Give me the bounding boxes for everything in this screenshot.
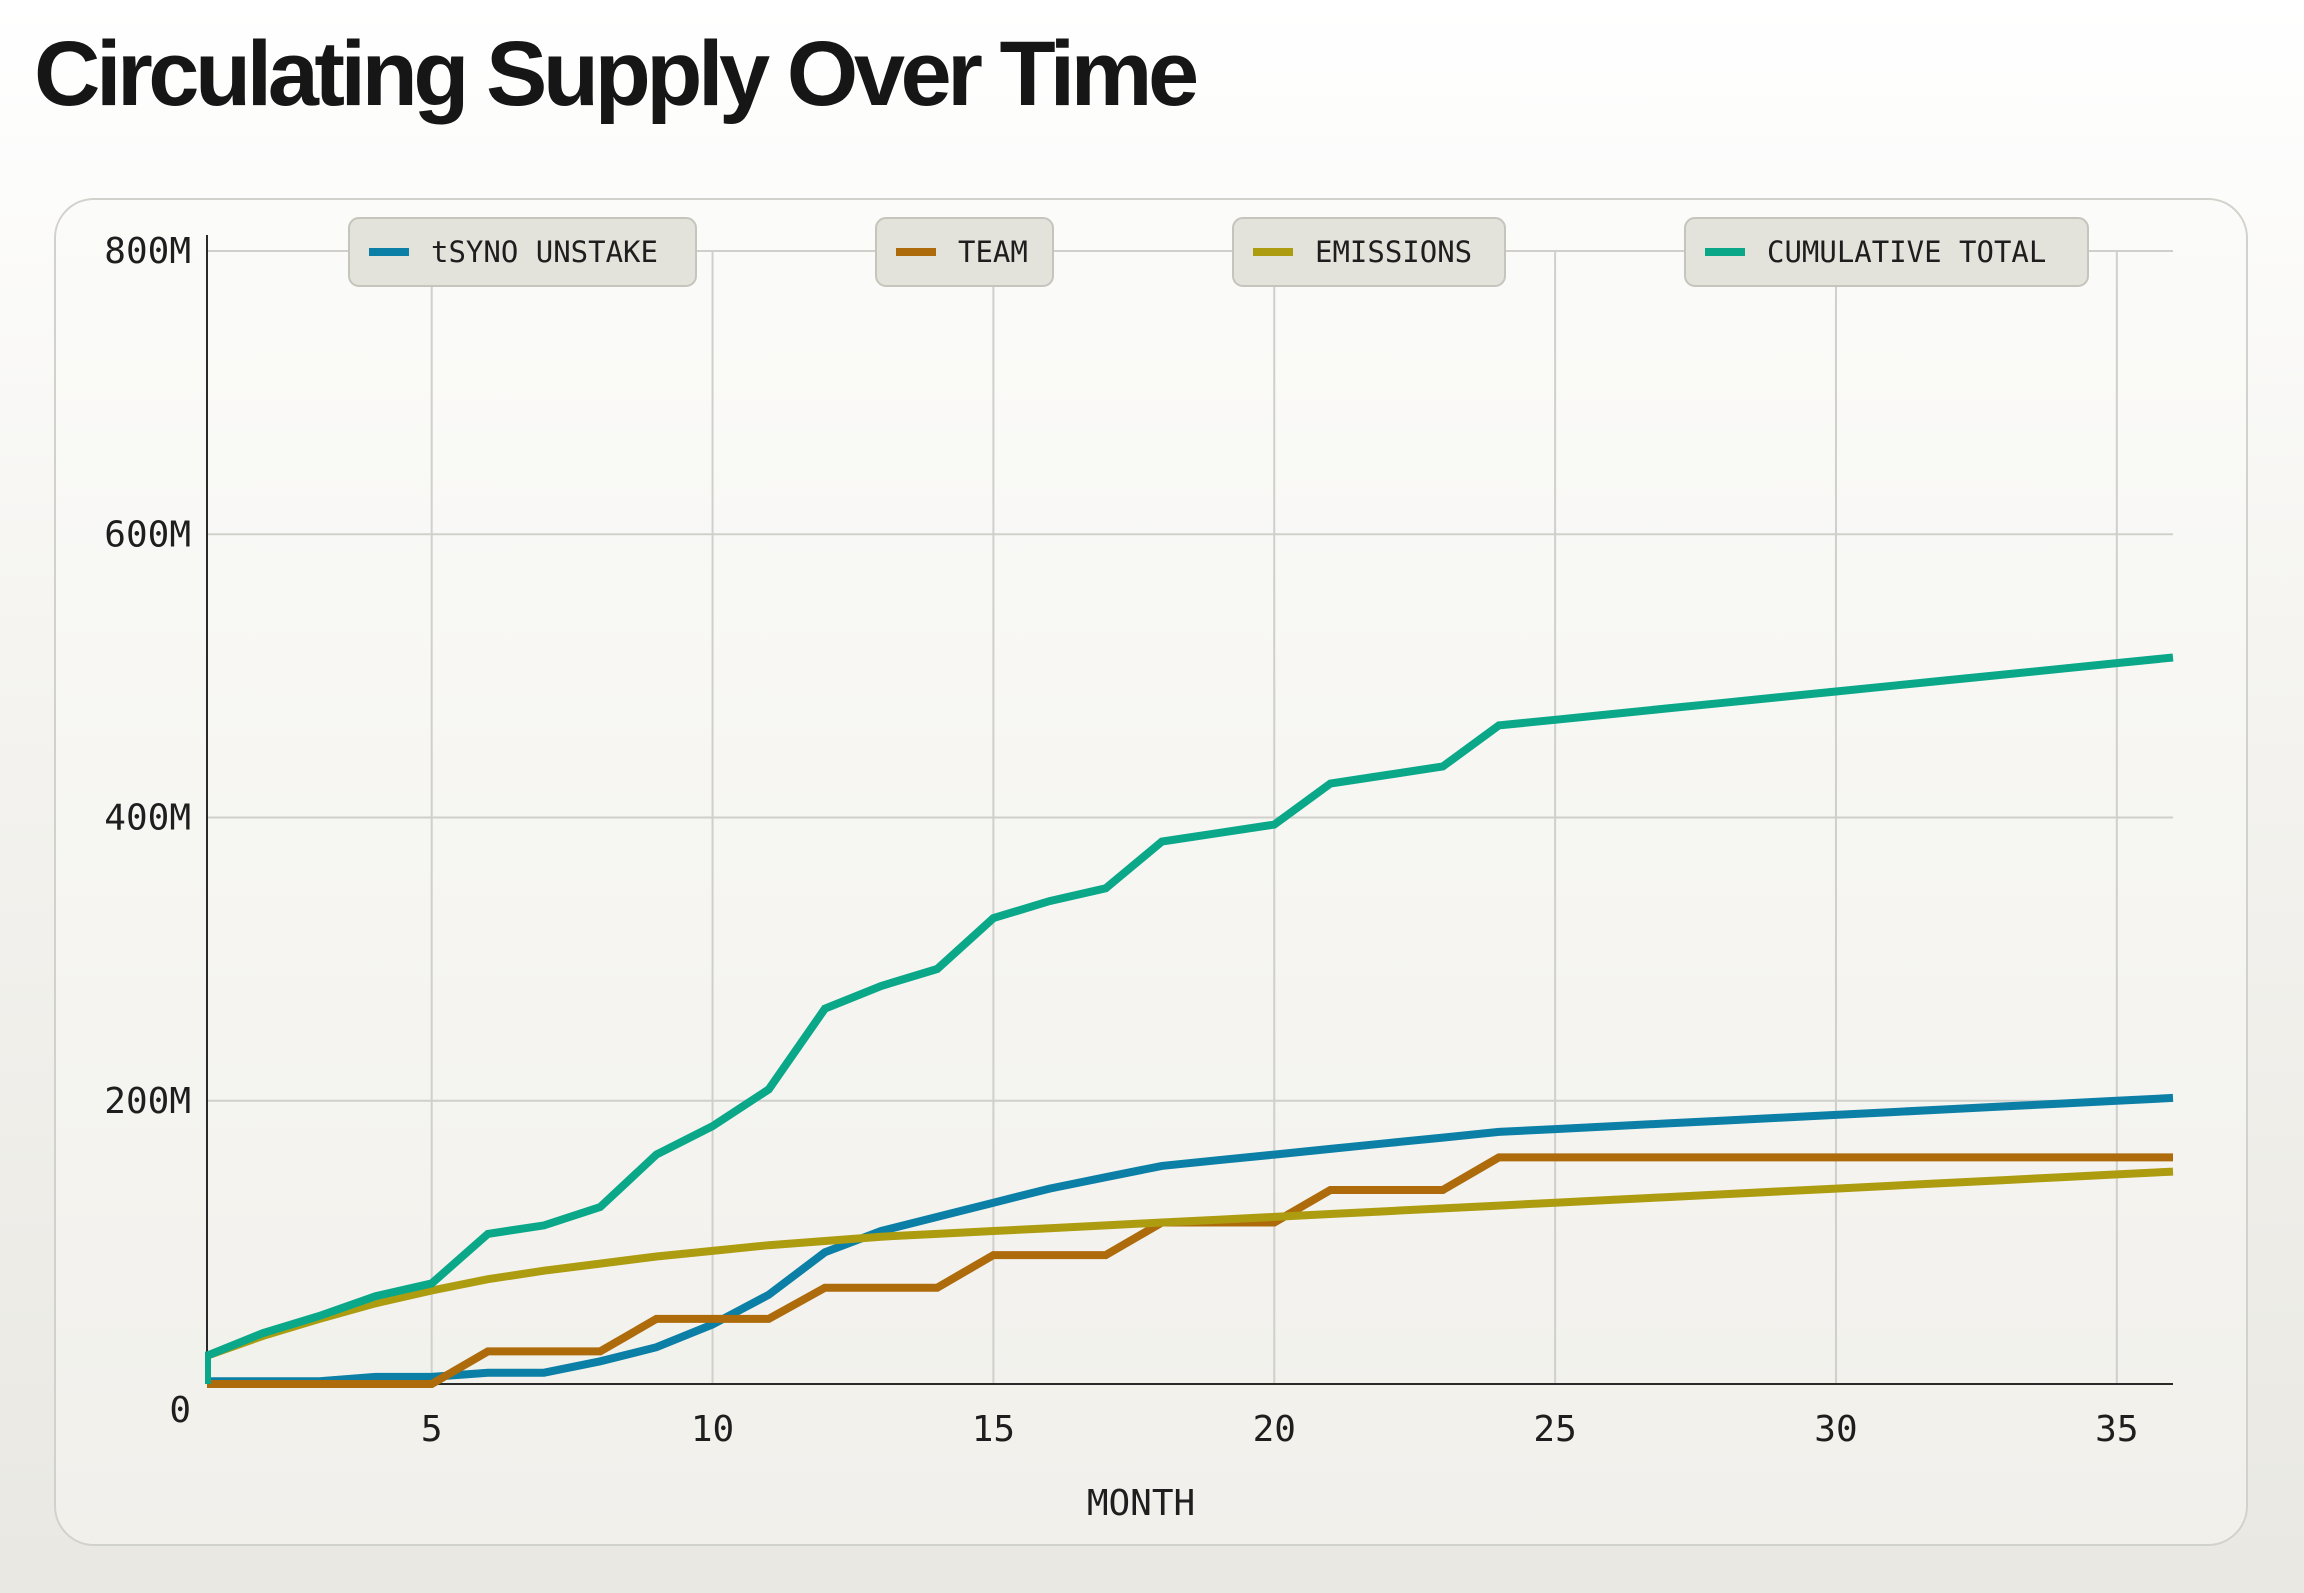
y-tick-label: 200M: [104, 1081, 191, 1122]
legend-item[interactable]: tSYNO UNSTAKE: [348, 217, 697, 287]
series-line-emissions: [205, 1167, 2174, 1360]
series-line-team: [207, 1153, 2173, 1388]
legend: tSYNO UNSTAKE TEAM EMISSIONS CUMULATIVE TOT…: [348, 217, 2089, 287]
y-tick-label: 800M: [104, 231, 191, 272]
tick-labels: 0 200M 400M 600M 800M 5 10 15 20 25 30 35: [104, 231, 2138, 1450]
legend-label: TEAM: [958, 235, 1028, 269]
legend-box: [348, 217, 697, 287]
grid: [207, 250, 2173, 1384]
y-tick-label: 0: [169, 1390, 191, 1431]
y-tick-label: 400M: [104, 798, 191, 839]
series-line-cumulative-total: [205, 653, 2174, 1360]
series-line-tsyno-unstake: [207, 1093, 2174, 1386]
x-tick-label: 35: [2095, 1409, 2138, 1450]
legend-box: [875, 217, 1054, 287]
x-tick-label: 20: [1253, 1409, 1296, 1450]
x-tick-label: 15: [972, 1409, 1015, 1450]
legend-item[interactable]: EMISSIONS: [1232, 217, 1506, 287]
y-tick-label: 600M: [104, 514, 191, 555]
x-tick-label: 10: [691, 1409, 734, 1450]
series-lines: [205, 653, 2174, 1388]
legend-box: [1684, 217, 2089, 287]
x-tick-label: 25: [1533, 1409, 1576, 1450]
x-axis-title: MONTH: [1087, 1483, 1195, 1524]
page-title: Circulating Supply Over Time: [34, 23, 1199, 125]
line-chart: 0 200M 400M 600M 800M 5 10 15 20 25 30 35 MONTH tSY…: [104, 217, 2174, 1524]
legend-item[interactable]: TEAM: [875, 217, 1054, 287]
x-tick-label: 5: [421, 1409, 443, 1450]
legend-label: EMISSIONS: [1315, 235, 1472, 269]
legend-label: CUMULATIVE TOTAL: [1767, 235, 2046, 269]
legend-item[interactable]: CUMULATIVE TOTAL: [1684, 217, 2089, 287]
legend-label: tSYNO UNSTAKE: [431, 235, 658, 269]
x-tick-label: 30: [1814, 1409, 1857, 1450]
chart-card: 0 200M 400M 600M 800M 5 10 15 20 25 30 35 MONTH tSY…: [54, 198, 2248, 1546]
legend-box: [1232, 217, 1506, 287]
axes: [206, 235, 2173, 1385]
